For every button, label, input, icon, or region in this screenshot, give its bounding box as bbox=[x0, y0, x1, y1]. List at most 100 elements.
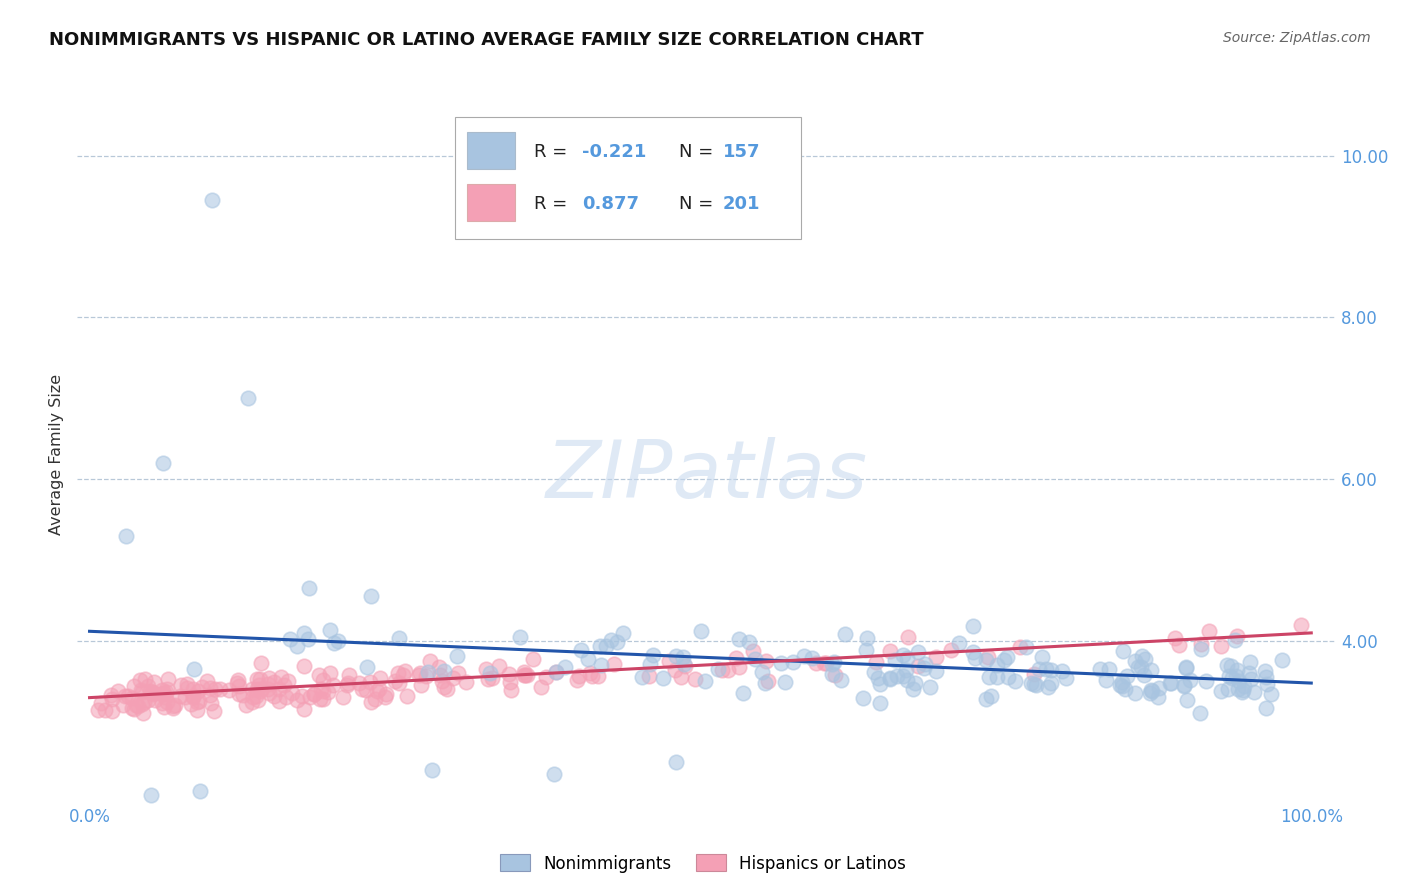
Point bbox=[183, 662, 205, 676]
Point bbox=[181, 690, 204, 704]
Point bbox=[250, 682, 273, 697]
Point bbox=[894, 664, 917, 678]
Point bbox=[769, 656, 792, 670]
Point bbox=[980, 689, 1002, 703]
Point bbox=[886, 669, 908, 683]
Point bbox=[896, 651, 918, 665]
Point bbox=[142, 687, 165, 701]
Point bbox=[127, 699, 149, 714]
Point bbox=[554, 659, 576, 673]
Point bbox=[204, 681, 226, 696]
Point bbox=[1054, 671, 1077, 685]
Point bbox=[602, 657, 624, 671]
Point bbox=[409, 666, 432, 681]
Point bbox=[191, 680, 214, 694]
Point bbox=[195, 673, 218, 688]
Point bbox=[249, 672, 271, 686]
Point bbox=[1189, 637, 1212, 651]
Point bbox=[993, 653, 1015, 667]
Point bbox=[1291, 618, 1313, 632]
Point bbox=[259, 686, 281, 700]
Point bbox=[297, 632, 319, 646]
Point bbox=[756, 673, 779, 688]
Point bbox=[326, 633, 349, 648]
Point bbox=[131, 697, 153, 711]
Text: 157: 157 bbox=[723, 143, 761, 161]
Point bbox=[90, 696, 112, 710]
Text: 201: 201 bbox=[723, 194, 761, 213]
Point bbox=[165, 698, 187, 713]
Point bbox=[710, 663, 733, 677]
Point bbox=[245, 690, 267, 704]
Point bbox=[479, 665, 502, 680]
Point bbox=[962, 645, 984, 659]
Text: 0.877: 0.877 bbox=[582, 194, 638, 213]
Point bbox=[278, 632, 301, 646]
Point bbox=[673, 659, 696, 673]
Point bbox=[156, 681, 179, 696]
Point bbox=[912, 660, 935, 674]
Point bbox=[903, 675, 925, 690]
Point bbox=[939, 643, 962, 657]
Point bbox=[263, 675, 285, 690]
Point bbox=[1140, 684, 1163, 698]
Point bbox=[914, 657, 936, 671]
Point bbox=[366, 684, 388, 698]
Text: NONIMMIGRANTS VS HISPANIC OR LATINO AVERAGE FAMILY SIZE CORRELATION CHART: NONIMMIGRANTS VS HISPANIC OR LATINO AVER… bbox=[49, 31, 924, 49]
Point bbox=[374, 690, 396, 705]
Point bbox=[350, 682, 373, 697]
Point bbox=[354, 683, 377, 698]
Point bbox=[429, 668, 451, 682]
Point bbox=[388, 676, 411, 690]
Point bbox=[1025, 677, 1047, 691]
Point bbox=[683, 673, 706, 687]
Point bbox=[1173, 678, 1195, 692]
Point bbox=[162, 698, 184, 713]
Point bbox=[1243, 685, 1265, 699]
Point bbox=[1175, 661, 1198, 675]
Point bbox=[834, 627, 856, 641]
Point bbox=[430, 673, 453, 688]
Point bbox=[852, 691, 875, 706]
Point bbox=[247, 678, 270, 692]
Point bbox=[896, 673, 918, 687]
Point bbox=[543, 767, 565, 781]
Point bbox=[1216, 657, 1239, 672]
Point bbox=[263, 689, 285, 703]
Point bbox=[1159, 676, 1181, 690]
Point bbox=[456, 674, 478, 689]
Point bbox=[728, 660, 751, 674]
Point bbox=[897, 630, 920, 644]
FancyBboxPatch shape bbox=[456, 118, 801, 239]
Text: N =: N = bbox=[679, 143, 718, 161]
Point bbox=[246, 672, 269, 686]
Point bbox=[153, 686, 176, 700]
Point bbox=[823, 655, 845, 669]
Point bbox=[180, 698, 202, 712]
Point bbox=[269, 682, 291, 697]
Point bbox=[433, 665, 456, 679]
Point bbox=[1240, 673, 1263, 687]
Point bbox=[183, 681, 205, 696]
Point bbox=[925, 664, 948, 678]
Point bbox=[188, 783, 211, 797]
Point bbox=[285, 693, 308, 707]
Point bbox=[901, 681, 924, 696]
Point bbox=[309, 682, 332, 697]
Point bbox=[128, 673, 150, 687]
Point bbox=[142, 686, 165, 700]
Point bbox=[652, 671, 675, 685]
Point bbox=[411, 678, 433, 692]
Point bbox=[1109, 678, 1132, 692]
Point bbox=[717, 663, 740, 677]
Point bbox=[509, 630, 531, 644]
Point bbox=[1226, 663, 1249, 677]
Point bbox=[725, 651, 748, 665]
Point bbox=[117, 689, 139, 703]
Point bbox=[183, 689, 205, 703]
Point bbox=[962, 619, 984, 633]
Point bbox=[690, 624, 713, 639]
Point bbox=[136, 693, 159, 707]
Point bbox=[586, 669, 609, 683]
Point bbox=[101, 692, 124, 706]
